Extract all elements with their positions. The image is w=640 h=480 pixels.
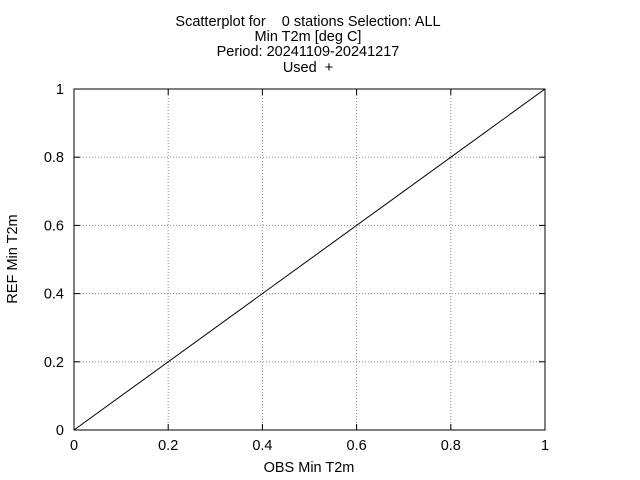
y-tick-label: 0.4	[44, 287, 64, 303]
y-axis-label: REF Min T2m	[5, 214, 21, 303]
title-line-4: Used +	[283, 60, 333, 76]
chart-title: Scatterplot for 0 stations Selection: AL…	[175, 14, 440, 76]
y-tick-label: 0	[56, 423, 64, 439]
x-tick-label: 0	[70, 438, 78, 454]
title-line-3: Period: 20241109-20241217	[217, 44, 400, 60]
grid-lines	[74, 89, 545, 430]
y-tick-label: 0.8	[44, 150, 64, 166]
y-tick-label: 0.2	[44, 355, 64, 371]
data-series	[73, 88, 546, 431]
x-axis-label: OBS Min T2m	[264, 460, 355, 476]
x-tick-label: 0.6	[347, 438, 367, 454]
x-tick-label: 0.8	[441, 438, 461, 454]
tick-marks	[73, 88, 546, 431]
x-tick-labels: 0 0.2 0.4 0.6 0.8 1	[70, 438, 549, 454]
title-line-2: Min T2m [deg C]	[255, 29, 362, 45]
y-tick-label: 1	[56, 82, 64, 98]
x-tick-label: 0.2	[158, 438, 178, 454]
x-tick-label: 0.4	[252, 438, 272, 454]
y-tick-label: 0.6	[44, 218, 64, 234]
y-tick-labels: 0 0.2 0.4 0.6 0.8 1	[44, 82, 64, 439]
reference-line	[73, 88, 546, 431]
plot-frame	[73, 88, 546, 431]
x-tick-label: 1	[541, 438, 549, 454]
title-line-1: Scatterplot for 0 stations Selection: AL…	[175, 14, 440, 30]
